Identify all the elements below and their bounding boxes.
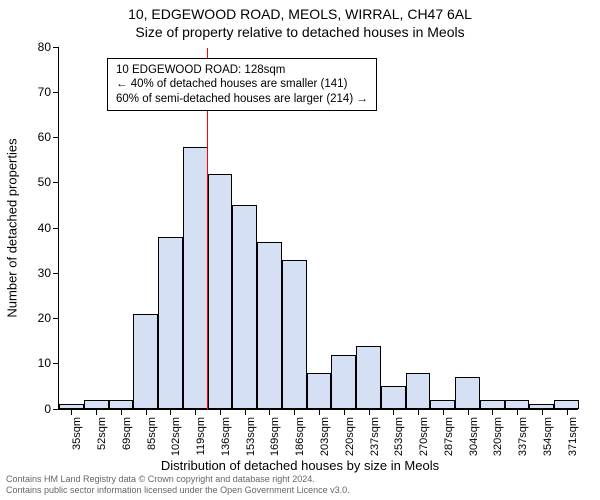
bar (158, 237, 183, 409)
info-box: 10 EDGEWOOD ROAD: 128sqm ← 40% of detach… (107, 58, 377, 111)
bar (183, 147, 208, 409)
x-tick-label: 253sqm (393, 417, 405, 456)
x-tick-label: 136sqm (220, 417, 232, 456)
y-tick: 30 (59, 273, 578, 274)
y-tick-label: 60 (38, 130, 51, 144)
chart-title-main: 10, EDGEWOOD ROAD, MEOLS, WIRRAL, CH47 6… (0, 6, 600, 22)
x-tick-label: 354sqm (542, 417, 554, 456)
x-tick-label: 320sqm (492, 417, 504, 456)
x-tick-label: 220sqm (344, 417, 356, 456)
y-tick-label: 80 (38, 40, 51, 54)
plot-area: 01020304050607080 35sqm52sqm69sqm85sqm10… (58, 48, 578, 410)
bar (232, 205, 257, 409)
y-tick-label: 0 (44, 402, 51, 416)
bar (257, 242, 282, 409)
footer-line-2: Contains public sector information licen… (6, 485, 350, 496)
x-tick-label: 119sqm (195, 417, 207, 455)
y-axis-label: Number of detached properties (5, 138, 20, 317)
bar (208, 174, 233, 409)
y-tick: 40 (59, 228, 578, 229)
x-tick-label: 270sqm (418, 417, 430, 456)
x-tick-label: 52sqm (96, 417, 108, 450)
x-tick-label: 203sqm (319, 417, 331, 456)
x-tick-label: 287sqm (443, 417, 455, 456)
info-line-1: 10 EDGEWOOD ROAD: 128sqm (116, 63, 368, 77)
x-axis-label: Distribution of detached houses by size … (0, 458, 600, 473)
bar (282, 260, 307, 409)
y-tick-label: 40 (38, 221, 51, 235)
y-tick-label: 70 (38, 85, 51, 99)
y-tick: 50 (59, 182, 578, 183)
y-tick: 20 (59, 318, 578, 319)
footer-text: Contains HM Land Registry data © Crown c… (6, 474, 350, 496)
x-tick-label: 153sqm (245, 417, 257, 456)
bar (455, 377, 480, 409)
bar (133, 314, 158, 409)
y-tick-label: 30 (38, 266, 51, 280)
x-tick-label: 337sqm (517, 417, 529, 456)
x-tick-label: 102sqm (170, 417, 182, 456)
info-line-3: 60% of semi-detached houses are larger (… (116, 92, 368, 106)
chart-container: 10, EDGEWOOD ROAD, MEOLS, WIRRAL, CH47 6… (0, 0, 600, 500)
x-tick-label: 85sqm (146, 417, 158, 450)
y-tick: 10 (59, 363, 578, 364)
info-line-2: ← 40% of detached houses are smaller (14… (116, 77, 368, 91)
bar (381, 386, 406, 409)
bar (307, 373, 332, 409)
x-tick-label: 169sqm (269, 417, 281, 456)
bar (356, 346, 381, 409)
x-tick-label: 35sqm (71, 417, 83, 450)
x-tick-label: 371sqm (567, 417, 579, 456)
y-tick-label: 10 (38, 356, 51, 370)
chart-title-sub: Size of property relative to detached ho… (0, 24, 600, 40)
footer-line-1: Contains HM Land Registry data © Crown c… (6, 474, 350, 485)
y-tick: 80 (59, 47, 578, 48)
x-tick-label: 237sqm (369, 417, 381, 456)
x-tick-label: 304sqm (468, 417, 480, 456)
x-tick-label: 186sqm (294, 417, 306, 456)
y-tick: 60 (59, 137, 578, 138)
y-tick-label: 50 (38, 175, 51, 189)
y-tick-label: 20 (38, 311, 51, 325)
bar (406, 373, 431, 409)
x-tick-label: 69sqm (121, 417, 133, 450)
